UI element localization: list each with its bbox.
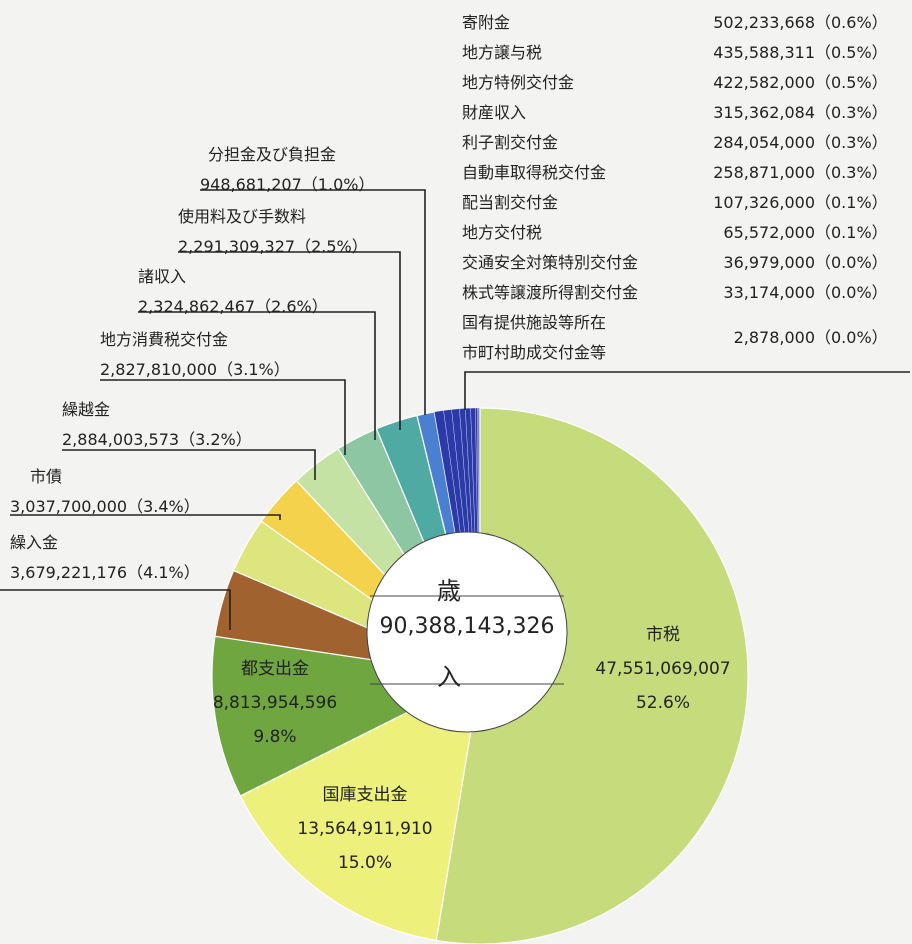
slice-value: 3,679,221,176（4.1%）: [10, 558, 200, 588]
list-percent: （0.0%）: [815, 328, 888, 347]
slice-label: 繰入金: [10, 533, 59, 552]
list-amount: 2,878,000: [733, 328, 815, 347]
slice-amount: 2,324,862,467: [138, 297, 256, 316]
slice-percent: 9.8%: [253, 727, 297, 747]
list-amount: 315,362,084: [713, 103, 815, 122]
slice-label: 市税: [646, 625, 680, 645]
slice-percent: （3.2%）: [179, 430, 252, 449]
slice-label: 地方消費税交付金: [100, 330, 229, 349]
slice-amount: 2,884,003,573: [62, 430, 180, 449]
slice-value: 2,324,862,467（2.6%）: [138, 292, 328, 322]
slice-amount: 3,679,221,176: [10, 563, 128, 582]
slice-percent: 15.0%: [337, 853, 392, 873]
list-percent: （0.3%）: [815, 133, 888, 152]
list-label: 地方特例交付金: [462, 73, 575, 92]
slice-value: 3,037,700,000（3.4%）: [10, 492, 200, 522]
list-percent: （0.1%）: [815, 223, 888, 242]
slice-amount: 2,291,309,327: [178, 237, 296, 256]
list-amount: 502,233,668: [713, 13, 815, 32]
pie-slice: [435, 407, 749, 944]
list-amount: 107,326,000: [713, 193, 815, 212]
slice-percent: （1.0%）: [301, 175, 375, 194]
list-percent: （0.3%）: [815, 163, 888, 182]
slice-value: 948,681,207（1.0%）: [200, 170, 374, 200]
list-label: 交通安全対策特別交付金: [462, 253, 639, 272]
slice-amount: 948,681,207: [200, 175, 302, 194]
list-amount: 33,174,000: [723, 283, 815, 302]
slice-value: 2,827,810,000（3.1%）: [100, 355, 290, 385]
list-label: 地方譲与税: [462, 43, 543, 62]
leader-line: [138, 311, 376, 440]
leader-line: [100, 379, 346, 455]
slice-label: 都支出金: [241, 659, 309, 679]
list-label: 自動車取得税交付金: [462, 163, 607, 182]
slice-percent: （2.5%）: [295, 237, 368, 256]
slice-label: 使用料及び手数料: [178, 207, 307, 226]
slice-label: 分担金及び負担金: [208, 145, 337, 164]
slice-percent: 52.6%: [635, 693, 690, 713]
slice-value: 2,884,003,573（3.2%）: [62, 425, 252, 455]
center-hole: [366, 531, 568, 733]
list-percent: （0.0%）: [815, 283, 888, 302]
pie-slice: [239, 674, 481, 942]
center-total: 90,388,143,326: [379, 614, 555, 639]
slice-amount: 8,813,954,596: [212, 693, 338, 713]
list-amount: 36,979,000: [723, 253, 815, 272]
slice-label: 市債: [30, 467, 63, 486]
list-percent: （0.5%）: [815, 43, 888, 62]
leader-line: [0, 589, 231, 630]
slice-percent: （3.1%）: [217, 360, 290, 379]
list-label: 配当割交付金: [462, 193, 559, 212]
leader-line: [200, 189, 426, 415]
list-amount: 422,582,000: [713, 73, 815, 92]
slice-percent: （2.6%）: [255, 297, 328, 316]
list-percent: （0.5%）: [815, 73, 888, 92]
slice-amount: 3,037,700,000: [10, 497, 128, 516]
list-label: 財産収入: [462, 103, 527, 122]
list-label: 利子割交付金: [462, 133, 559, 152]
list-label: 国有提供施設等所在 市町村助成交付金等: [462, 313, 607, 362]
slice-label: 繰越金: [62, 400, 111, 419]
list-label: 株式等譲渡所得割交付金: [462, 283, 639, 302]
list-label: 地方交付税: [462, 223, 543, 242]
slice-amount: 13,564,911,910: [297, 819, 433, 839]
list-amount: 258,871,000: [713, 163, 815, 182]
slice-percent: （4.1%）: [127, 563, 200, 582]
slice-value: 2,291,309,327（2.5%）: [178, 232, 368, 262]
leader-line: [178, 251, 401, 430]
list-percent: （0.3%）: [815, 103, 888, 122]
center-bottom: 入: [437, 663, 461, 691]
center-top: 歳: [437, 577, 461, 605]
list-percent: （0.1%）: [815, 193, 888, 212]
list-label: 寄附金: [462, 13, 511, 32]
list-amount: 284,054,000: [713, 133, 815, 152]
slice-amount: 47,551,069,007: [595, 659, 731, 679]
slice-amount: 2,827,810,000: [100, 360, 218, 379]
list-percent: （0.0%）: [815, 253, 888, 272]
slice-percent: （3.4%）: [127, 497, 200, 516]
slice-label: 諸収入: [138, 267, 187, 286]
list-amount: 435,588,311: [713, 43, 815, 62]
leader-line: [10, 514, 281, 520]
leader-line: [62, 449, 316, 480]
slice-label: 国庫支出金: [322, 785, 408, 805]
leader-line: [464, 371, 910, 410]
list-percent: （0.6%）: [815, 13, 888, 32]
list-amount: 65,572,000: [723, 223, 815, 242]
